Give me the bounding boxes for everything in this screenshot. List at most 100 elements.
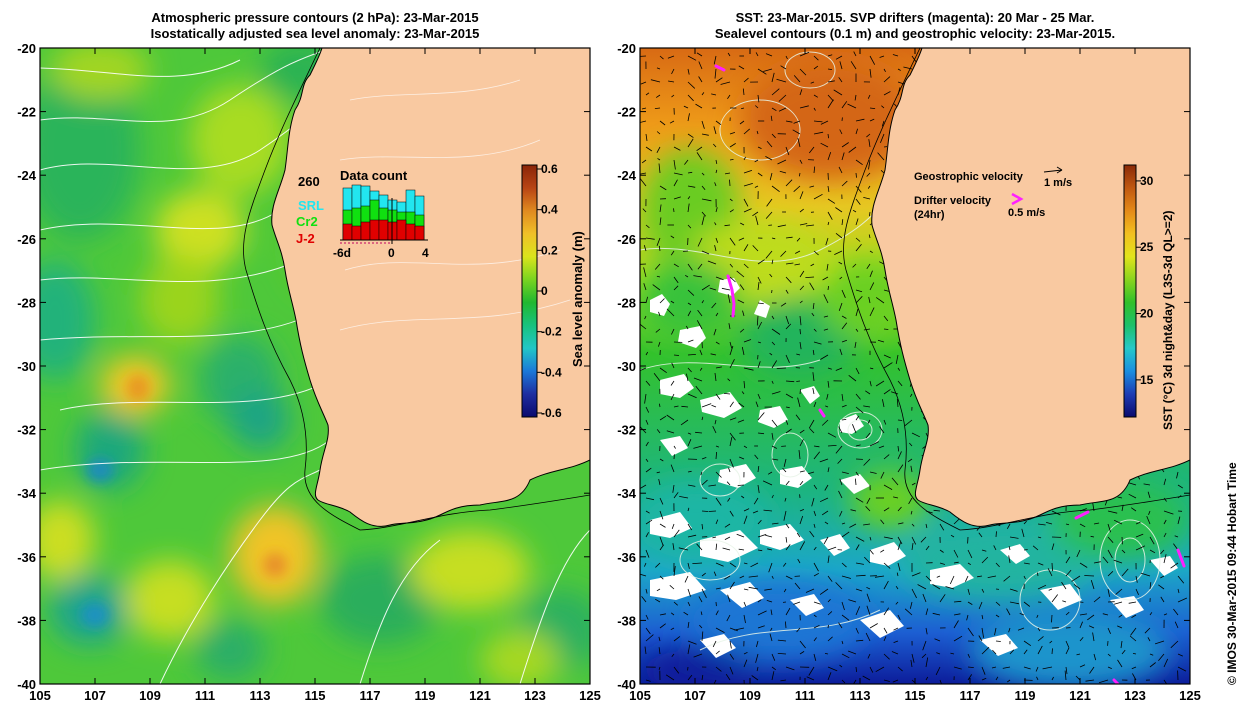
right-map [640, 48, 1190, 684]
right-colorbar-tick-label: 15 [1140, 373, 1154, 387]
anomaly-hotspots [81, 374, 287, 627]
drifter-track [726, 274, 736, 318]
drifter-velocity-label-2: (24hr) [914, 209, 945, 221]
right-ytick-label: -40 [617, 677, 636, 692]
drifter-velocity-label: Drifter velocity [914, 195, 992, 207]
right-ytick-label: -36 [617, 550, 636, 565]
left-xtick-label: 125 [579, 688, 601, 703]
right-ytick-label: -20 [617, 41, 636, 56]
australia-land [271, 48, 590, 527]
velocity-legend: Geostrophic velocity 1 m/s Drifter veloc… [914, 166, 1072, 221]
cloud-mask [650, 278, 1178, 658]
data-count-bars [342, 184, 425, 241]
bathymetry-contour [243, 48, 590, 531]
left-ytick-label: -20 [17, 41, 36, 56]
data-count-xtick-2: 4 [422, 246, 429, 260]
left-colorbar-tick-label: -0.6 [541, 406, 562, 420]
data-count-title: Data count [340, 168, 408, 183]
left-colorbar-fill [521, 164, 538, 418]
anomaly-blobs [40, 48, 590, 684]
left-ytick-label: -36 [17, 550, 36, 565]
right-xtick-label: 111 [795, 688, 815, 703]
right-xtick-label: 113 [850, 688, 871, 703]
right-colorbar-tick-label: 25 [1140, 240, 1154, 254]
left-xtick-label: 119 [415, 688, 436, 703]
drifter-track [1176, 548, 1186, 568]
drifter-arrow-icon [1011, 192, 1024, 206]
left-colorbar-label: Sea level anomaly (m) [570, 231, 585, 367]
left-xtick-label: 111 [195, 688, 215, 703]
right-colorbar: 30 25 20 15 SST (°C) 3d night&day (L3S-3d Q… [1123, 164, 1175, 431]
left-ytick-label: -26 [17, 232, 36, 247]
data-count-xtick-1: 0 [388, 246, 395, 260]
left-axes: 105 107 109 111 113 115 117 119 121 123 125 -20 -22 -… [17, 41, 601, 703]
left-xtick-label: 109 [139, 688, 161, 703]
right-colorbar-tick-label: 20 [1140, 307, 1154, 321]
left-xtick-label: 107 [84, 688, 106, 703]
right-title: SST: 23-Mar-2015. SVP drifters (magenta)… [640, 10, 1190, 42]
right-ytick-label: -22 [617, 105, 636, 120]
left-colorbar: 0.6 0.4 0.2 0 -0.2 -0.4 -0.6 Sea level anomaly… [521, 162, 585, 420]
left-xtick-label: 121 [469, 688, 491, 703]
left-xtick-label: 115 [305, 688, 326, 703]
data-count-xtick-0: -6d [333, 246, 351, 260]
left-ytick-label: -32 [17, 423, 36, 438]
right-xtick-label: 119 [1015, 688, 1036, 703]
left-ytick-label: -40 [17, 677, 36, 692]
left-title-line1: Atmospheric pressure contours (2 hPa): 2… [151, 10, 479, 25]
right-ytick-label: -34 [617, 486, 637, 501]
legend-j2: J-2 [296, 231, 315, 246]
left-colorbar-ticks: 0.6 0.4 0.2 0 -0.2 -0.4 -0.6 [537, 162, 562, 420]
drifter-scale-label: 0.5 m/s [1008, 207, 1045, 219]
right-xtick-label: 115 [905, 688, 926, 703]
drifter-tracks [714, 64, 1186, 684]
right-xtick-label: 107 [684, 688, 706, 703]
left-colorbar-tick-label: -0.4 [541, 365, 562, 379]
drifter-track [1074, 510, 1090, 520]
sst-variations [640, 60, 1190, 684]
geostrophic-scale-arrow [1043, 169, 1063, 173]
right-xtick-label: 117 [960, 688, 981, 703]
left-ytick-label: -38 [17, 613, 36, 628]
right-title-line2: Sealevel contours (0.1 m) and geostrophi… [714, 26, 1116, 41]
left-ytick-label: -30 [17, 359, 36, 374]
left-colorbar-tick-label: 0.4 [541, 203, 558, 217]
right-colorbar-tick-label: 30 [1140, 174, 1154, 188]
left-xtick-label: 123 [524, 688, 546, 703]
data-count-inset: Data count 260 SRL Cr2 J-2 [296, 168, 429, 260]
right-colorbar-ticks: 30 25 20 15 [1136, 174, 1154, 387]
right-ytick-label: -26 [617, 232, 636, 247]
australia-land-right [871, 48, 1190, 527]
left-ytick-label: -28 [17, 295, 36, 310]
left-title: Atmospheric pressure contours (2 hPa): 2… [40, 10, 590, 42]
bathymetry-contour-right [843, 48, 1190, 531]
left-title-line2: Isostatically adjusted sea level anomaly… [150, 26, 480, 41]
right-xtick-label: 105 [629, 688, 651, 703]
left-map [40, 48, 590, 684]
legend-srl: SRL [298, 198, 324, 213]
left-xtick-label: 113 [250, 688, 271, 703]
geostrophic-velocity-label: Geostrophic velocity [914, 171, 1024, 183]
right-ytick-label: -28 [617, 295, 636, 310]
legend-cr2: Cr2 [296, 214, 318, 229]
drifter-track [1112, 678, 1120, 684]
left-colorbar-tick-label: 0 [541, 284, 548, 298]
geostrophic-scale-label: 1 m/s [1044, 177, 1072, 189]
right-xtick-label: 123 [1124, 688, 1146, 703]
right-ytick-label: -38 [617, 613, 636, 628]
right-xtick-label: 125 [1179, 688, 1201, 703]
right-ytick-label: -30 [617, 359, 636, 374]
drifter-track [818, 408, 826, 418]
right-ytick-label: -32 [617, 423, 636, 438]
left-ytick-label: -24 [17, 168, 37, 183]
left-xtick-label: 117 [360, 688, 381, 703]
left-colorbar-tick-label: 0.2 [541, 243, 558, 257]
right-title-line1: SST: 23-Mar-2015. SVP drifters (magenta)… [735, 10, 1095, 25]
drifter-track [714, 64, 726, 72]
copyright-credit: © IMOS 30-Mar-2015 09:44 Hobart Time [1225, 462, 1239, 685]
right-colorbar-label: SST (°C) 3d night&day (L3S-3d QL>=2) [1161, 211, 1175, 431]
right-axes: 105 107 109 111 113 115 117 119 121 123 125 -20 -22 -… [617, 41, 1201, 703]
right-ytick-label: -24 [617, 168, 637, 183]
left-xtick-label: 105 [29, 688, 51, 703]
